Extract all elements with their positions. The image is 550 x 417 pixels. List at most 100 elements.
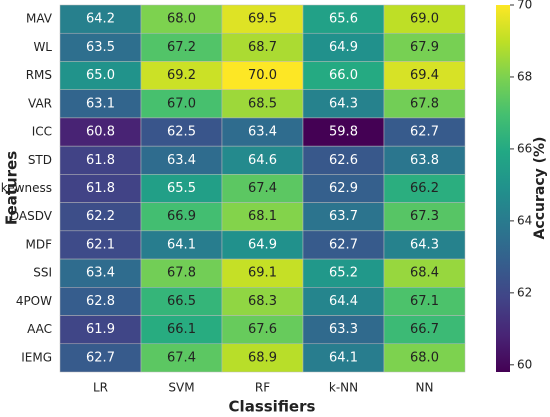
cell-label: 67.8	[167, 266, 196, 281]
cell-label: 63.4	[167, 153, 196, 168]
colorbar-tick-label: 68	[517, 69, 532, 83]
heatmap-cell	[140, 145, 223, 175]
heatmap-cell	[140, 117, 223, 147]
heatmap-cell	[221, 315, 304, 345]
cell-label: 67.4	[248, 181, 277, 196]
heatmap-cell	[221, 202, 304, 232]
heatmap-cell	[383, 174, 466, 203]
heatmap-cell	[383, 61, 466, 90]
cell-label: 69.0	[410, 12, 439, 27]
cell-label: 67.1	[410, 294, 439, 309]
heatmap-cell	[221, 343, 304, 373]
cell-label: 65.0	[86, 68, 115, 83]
heatmap-cell	[302, 287, 385, 316]
cell-label: 69.1	[248, 266, 277, 281]
cell-label: 64.4	[329, 294, 358, 309]
cell-label: 68.3	[248, 294, 277, 309]
heatmap-cell	[140, 32, 223, 62]
cell-label: 62.9	[329, 181, 358, 196]
y-tick-label: ICC	[32, 125, 52, 139]
heatmap-cell	[302, 89, 385, 119]
heatmap-cell	[59, 145, 142, 175]
heatmap-cell	[221, 174, 304, 203]
cell-label: 68.7	[248, 40, 277, 55]
colorbar-tick-label: 66	[517, 141, 532, 155]
cell-label: 68.0	[167, 12, 196, 27]
cell-label: 68.4	[410, 266, 439, 281]
cell-label: 64.1	[329, 350, 358, 365]
cell-label: 62.2	[86, 209, 115, 224]
cell-label: 67.3	[410, 209, 439, 224]
heatmap-cell	[302, 32, 385, 62]
y-axis-label: Features	[3, 151, 21, 225]
cell-label: 68.9	[248, 350, 277, 365]
heatmap-cell	[59, 230, 142, 260]
cell-label: 70.0	[248, 68, 277, 83]
y-tick-label: STD	[28, 153, 52, 167]
cell-label: 64.9	[248, 237, 277, 252]
heatmap-cell	[221, 258, 304, 288]
cell-label: 67.6	[248, 322, 277, 337]
cell-label: 67.2	[167, 40, 196, 55]
cell-label: 67.4	[167, 350, 196, 365]
cell-label: 65.2	[329, 266, 358, 281]
heatmap-cell	[221, 61, 304, 90]
heatmap-cell	[302, 61, 385, 90]
heatmap-cell	[59, 287, 142, 316]
heatmap-cell	[383, 202, 466, 232]
y-tick-label: MAV	[26, 12, 53, 26]
y-tick-label: IEMG	[21, 350, 52, 364]
cell-label: 63.7	[329, 209, 358, 224]
heatmap-cell	[302, 145, 385, 175]
heatmap-cell	[302, 343, 385, 373]
cell-label: 62.7	[410, 125, 439, 140]
cell-label: 63.4	[248, 125, 277, 140]
colorbar-tick-label: 60	[517, 357, 532, 371]
heatmap-cell	[302, 174, 385, 203]
cell-label: 62.8	[86, 294, 115, 309]
cell-label: 63.5	[86, 40, 115, 55]
y-tick-label: AAC	[27, 322, 52, 336]
heatmap-cell	[59, 202, 142, 232]
cell-label: 62.7	[86, 350, 115, 365]
heatmap-cell	[59, 258, 142, 288]
cell-label: 66.7	[410, 322, 439, 337]
cell-label: 66.2	[410, 181, 439, 196]
heatmap-cell	[140, 230, 223, 260]
cell-label: 64.6	[248, 153, 277, 168]
cell-label: 63.3	[329, 322, 358, 337]
cell-label: 66.5	[167, 294, 196, 309]
cell-label: 62.7	[329, 237, 358, 252]
cell-label: 61.8	[86, 181, 115, 196]
cell-label: 62.1	[86, 237, 115, 252]
y-tick-label: 4POW	[16, 294, 52, 308]
colorbar-tick-label: 70	[517, 0, 532, 12]
cell-label: 68.1	[248, 209, 277, 224]
y-tick-label: WL	[33, 40, 52, 54]
y-tick-label: MDF	[26, 237, 53, 251]
heatmap-cell	[383, 343, 466, 373]
cell-label: 64.9	[329, 40, 358, 55]
cell-label: 64.2	[86, 12, 115, 27]
cell-label: 63.8	[410, 153, 439, 168]
x-axis-label: Classifiers	[229, 398, 316, 416]
heatmap-cell	[140, 174, 223, 203]
cell-label: 59.8	[329, 125, 358, 140]
y-tick-label: DASDV	[10, 209, 53, 223]
y-tick-label: VAR	[28, 96, 52, 110]
cell-label: 68.5	[248, 96, 277, 111]
heatmap-cell	[140, 61, 223, 90]
cell-label: 63.4	[86, 266, 115, 281]
heatmap-cell	[302, 230, 385, 260]
heatmap-cell	[140, 202, 223, 232]
cell-label: 68.0	[410, 350, 439, 365]
cell-label: 69.2	[167, 68, 196, 83]
heatmap-cell	[140, 287, 223, 316]
heatmap-cell	[302, 202, 385, 232]
cell-label: 61.9	[86, 322, 115, 337]
colorbar	[496, 5, 510, 372]
x-tick-label: NN	[416, 381, 434, 395]
heatmap-cell	[221, 287, 304, 316]
cell-label: 60.8	[86, 125, 115, 140]
